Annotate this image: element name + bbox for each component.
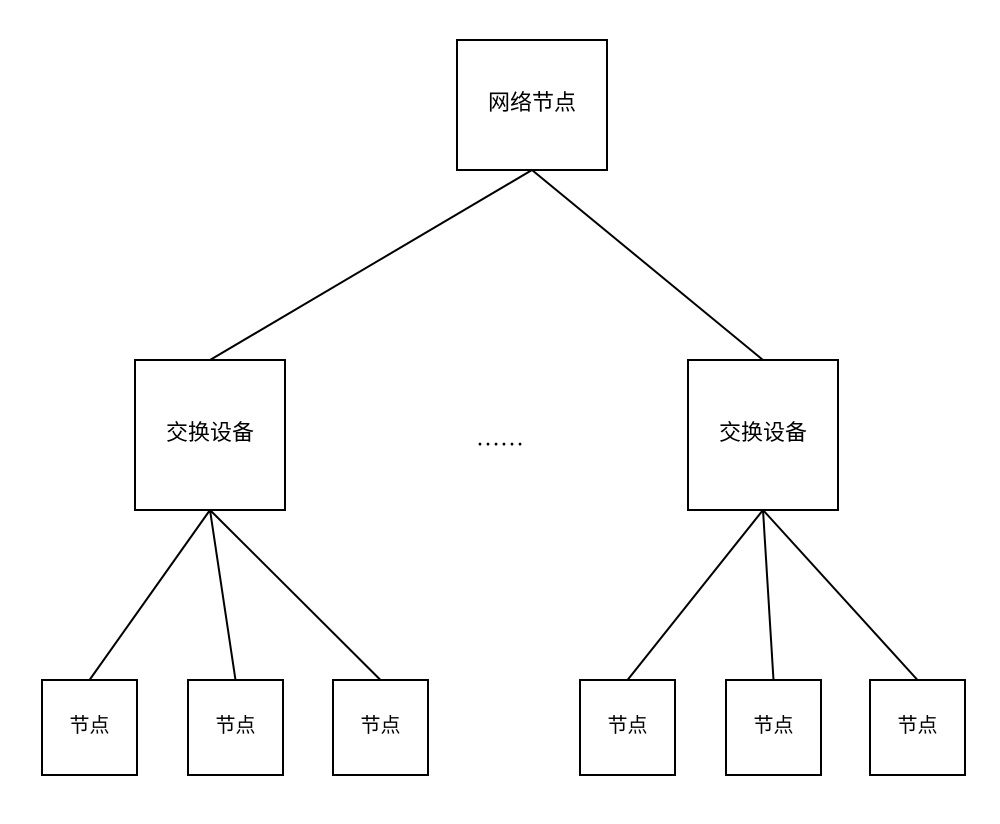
node-label: 交换设备 [719, 420, 807, 445]
node-leaf_r2: 节点 [726, 680, 821, 775]
edge [90, 510, 211, 680]
node-label: 节点 [361, 714, 401, 737]
edge [763, 510, 774, 680]
node-label: 节点 [898, 714, 938, 737]
node-leaf_l1: 节点 [42, 680, 137, 775]
node-label: 节点 [754, 714, 794, 737]
edge [628, 510, 764, 680]
node-leaf_l3: 节点 [333, 680, 428, 775]
node-leaf_r3: 节点 [870, 680, 965, 775]
node-switch_left: 交换设备 [135, 360, 285, 510]
node-label: 节点 [70, 714, 110, 737]
node-label: 交换设备 [166, 420, 254, 445]
edge [210, 170, 532, 360]
tree-diagram: 网络节点交换设备 交换设备节点 节点 节点 节点 节点 节点 …… [0, 0, 1000, 824]
node-leaf_r1: 节点 [580, 680, 675, 775]
edge [210, 510, 236, 680]
ellipsis-label: …… [476, 426, 524, 452]
node-leaf_l2: 节点 [188, 680, 283, 775]
node-switch_right: 交换设备 [688, 360, 838, 510]
edge [210, 510, 381, 680]
edge [763, 510, 918, 680]
node-label: 节点 [608, 714, 648, 737]
edge [532, 170, 763, 360]
node-root: 网络节点 [457, 40, 607, 170]
node-label: 网络节点 [488, 90, 576, 115]
node-label: 节点 [216, 714, 256, 737]
